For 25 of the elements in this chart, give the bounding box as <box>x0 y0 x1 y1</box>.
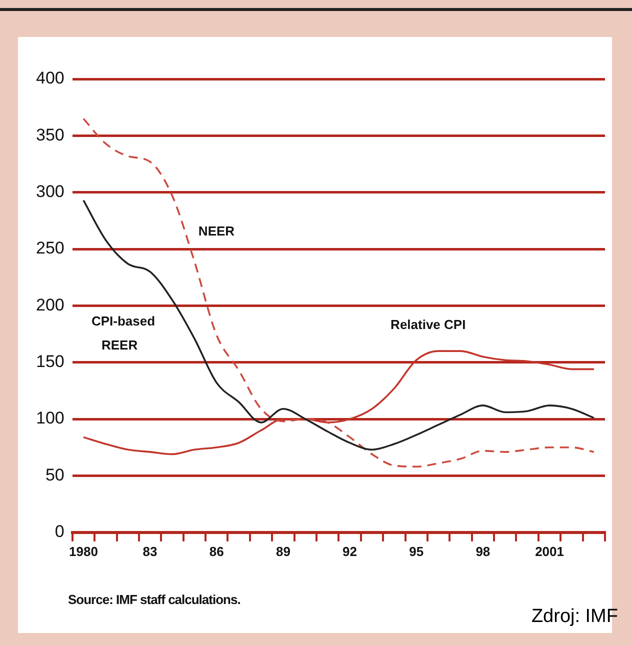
y-tick-label: 200 <box>36 295 64 314</box>
x-tick-label: 95 <box>409 544 424 559</box>
line-series <box>82 350 595 456</box>
x-tick-label: 86 <box>209 544 224 559</box>
y-tick-label: 300 <box>36 182 64 202</box>
line-series <box>82 199 595 451</box>
y-tick-label: 50 <box>45 465 64 484</box>
x-tick-label: 92 <box>342 544 358 559</box>
y-tick-label: 0 <box>54 522 64 542</box>
y-tick-label: 250 <box>36 238 64 258</box>
x-tick-label: 1980 <box>69 544 98 559</box>
line-series <box>82 118 595 468</box>
y-tick-label: 150 <box>36 352 64 372</box>
series-label: Relative CPI <box>390 317 466 332</box>
y-tick-label: 350 <box>36 125 64 144</box>
y-tick-label: 100 <box>36 408 64 428</box>
series-label: NEER <box>198 223 236 238</box>
x-tick-label: 89 <box>276 544 290 559</box>
series-label: CPI-based REER <box>91 313 156 352</box>
source-note: Source: IMF staff calculations. <box>68 592 240 607</box>
x-tick-label: 2001 <box>535 544 564 559</box>
x-tick-label: 98 <box>476 544 490 559</box>
x-tick-label: 83 <box>142 544 158 559</box>
text: Zdroj: IMF <box>531 606 618 628</box>
y-tick-label: 400 <box>36 68 64 88</box>
